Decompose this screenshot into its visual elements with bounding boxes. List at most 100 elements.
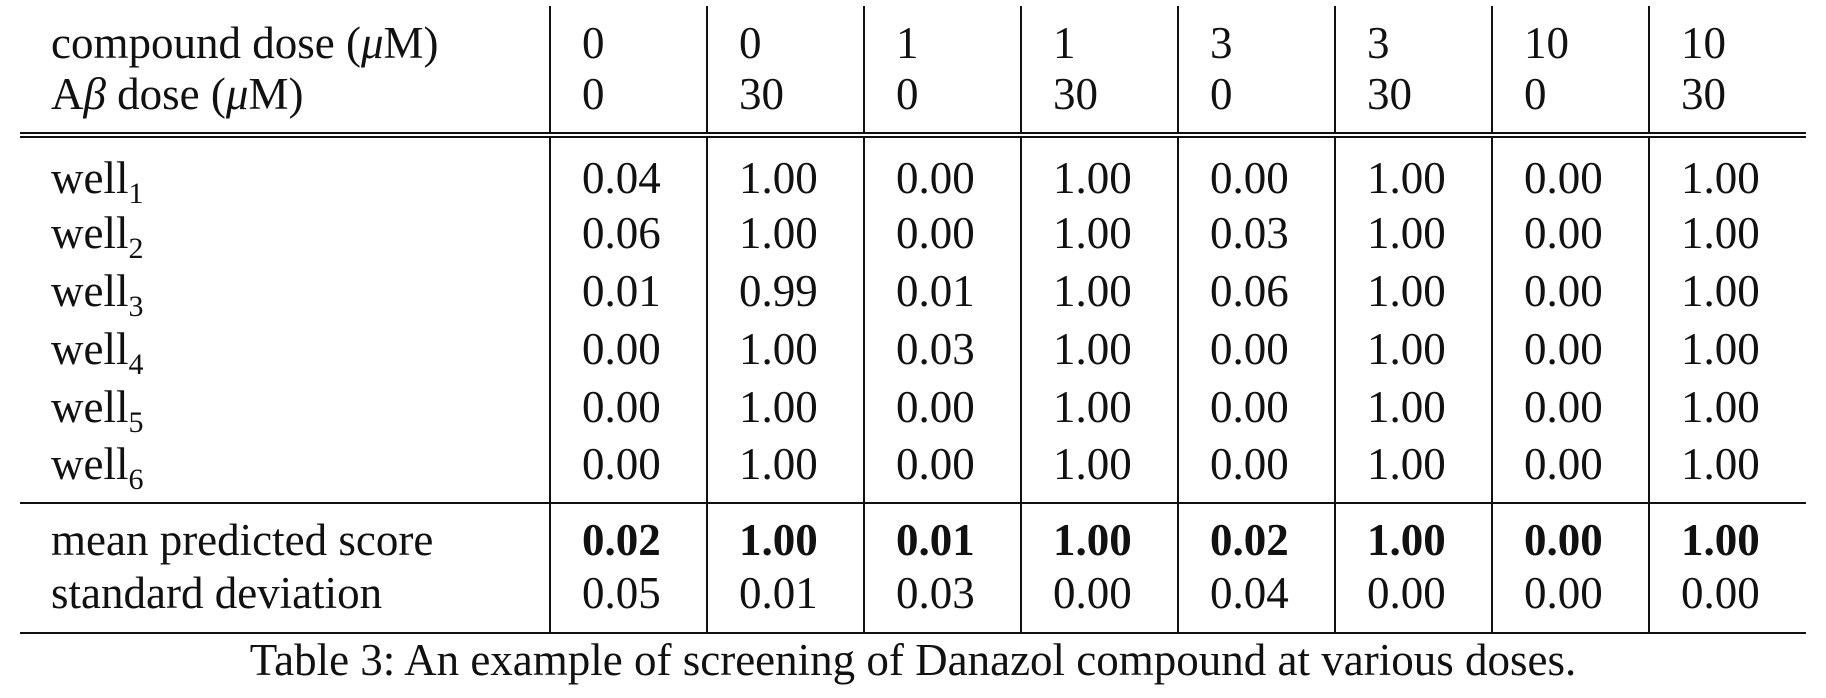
standard-deviation-cell: 0.01 [706, 566, 864, 634]
score-cell: 1.00 [1648, 320, 1806, 378]
score-cell: 0.00 [1177, 320, 1335, 378]
score-cell: 1.00 [1020, 436, 1178, 504]
score-cell: 1.00 [1334, 135, 1492, 204]
score-cell: 0.00 [549, 378, 707, 436]
well-label: well4 [51, 323, 144, 381]
mean-score-cell: 1.00 [1648, 503, 1806, 566]
score-cell: 0.00 [1177, 378, 1335, 436]
compound-dose-cell: 3 [1334, 6, 1492, 68]
score-cell: 1.00 [1020, 262, 1178, 320]
abeta-dose-cell: 0 [863, 68, 1021, 138]
score-cell: 0.99 [706, 262, 864, 320]
score-cell: 1.00 [1334, 204, 1492, 262]
score-cell: 0.00 [863, 135, 1021, 204]
score-cell: 1.00 [706, 436, 864, 504]
score-cell: 1.00 [1648, 378, 1806, 436]
score-cell: 1.00 [706, 320, 864, 378]
header-row-abeta-dose: Aβ dose (μM) 0 30 0 30 0 30 0 30 [20, 68, 1806, 138]
well-label: well6 [20, 436, 550, 504]
score-cell: 1.00 [1334, 436, 1492, 504]
mean-score-cell: 1.00 [706, 503, 864, 566]
well-label: well1 [51, 152, 144, 210]
score-cell: 1.00 [1334, 262, 1492, 320]
score-cell: 0.00 [863, 436, 1021, 504]
score-cell: 0.03 [863, 320, 1021, 378]
mean-score-cell: 1.00 [1334, 503, 1492, 566]
abeta-dose-cell: 0 [549, 68, 707, 138]
abeta-dose-cell: 30 [1334, 68, 1492, 138]
compound-dose-label: compound dose (μM) [51, 17, 439, 68]
score-cell: 0.00 [1177, 135, 1335, 204]
score-cell: 0.01 [549, 262, 707, 320]
mean-score-cell: 0.00 [1491, 503, 1649, 566]
score-cell: 0.00 [863, 378, 1021, 436]
score-cell: 0.04 [549, 135, 707, 204]
score-cell: 0.01 [863, 262, 1021, 320]
abeta-dose-cell: 0 [1491, 68, 1649, 138]
score-cell: 0.06 [1177, 262, 1335, 320]
abeta-dose-cell: 0 [1177, 68, 1335, 138]
score-cell: 0.00 [1491, 204, 1649, 262]
mean-score-cell: 1.00 [1020, 503, 1178, 566]
table-caption: Table 3: An example of screening of Dana… [249, 635, 1577, 685]
score-cell: 1.00 [1648, 204, 1806, 262]
table-figure: compound dose (μM) 0 0 1 1 3 3 10 10 Aβ … [20, 6, 1806, 683]
mean-score-cell: 0.02 [1177, 503, 1335, 566]
score-cell: 0.03 [1177, 204, 1335, 262]
well-label: well2 [51, 207, 144, 265]
standard-deviation-cell: 0.03 [863, 566, 1021, 634]
score-cell: 1.00 [1020, 135, 1178, 204]
compound-dose-cell: 1 [1020, 6, 1178, 68]
score-cell: 0.00 [1491, 320, 1649, 378]
table-row: well1 0.04 1.00 0.00 1.00 0.00 1.00 0.00… [20, 135, 1806, 210]
score-cell: 0.00 [549, 320, 707, 378]
standard-deviation-cell: 0.00 [1020, 566, 1178, 634]
abeta-dose-label: Aβ dose (μM) [20, 68, 550, 138]
score-cell: 1.00 [1334, 320, 1492, 378]
header-row-compound-dose: compound dose (μM) 0 0 1 1 3 3 10 10 [20, 6, 1806, 68]
score-cell: 0.00 [549, 436, 707, 504]
score-cell: 0.00 [863, 204, 1021, 262]
standard-deviation-cell: 0.05 [549, 566, 707, 634]
standard-deviation-cell: 0.00 [1491, 566, 1649, 634]
abeta-dose-cell: 30 [1648, 68, 1806, 138]
table-row: well5 0.00 1.00 0.00 1.00 0.00 1.00 0.00… [20, 378, 1806, 439]
compound-dose-cell: 1 [863, 6, 1021, 68]
compound-dose-cell: 0 [549, 6, 707, 68]
score-cell: 1.00 [1020, 320, 1178, 378]
score-cell: 0.00 [1491, 378, 1649, 436]
score-cell: 0.00 [1491, 135, 1649, 204]
score-cell: 1.00 [1020, 204, 1178, 262]
screening-table: compound dose (μM) 0 0 1 1 3 3 10 10 Aβ … [20, 6, 1806, 634]
abeta-dose-cell: 30 [706, 68, 864, 138]
score-cell: 0.06 [549, 204, 707, 262]
mean-score-cell: 0.01 [863, 503, 1021, 566]
mean-score-cell: 0.02 [549, 503, 707, 566]
score-cell: 1.00 [1020, 378, 1178, 436]
standard-deviation-cell: 0.00 [1648, 566, 1806, 634]
compound-dose-cell: 3 [1177, 6, 1335, 68]
standard-deviation-cell: 0.00 [1334, 566, 1492, 634]
mean-score-row: mean predicted score 0.02 1.00 0.01 1.00… [20, 503, 1806, 566]
table-row: well6 0.00 1.00 0.00 1.00 0.00 1.00 0.00… [20, 436, 1806, 504]
score-cell: 1.00 [1648, 262, 1806, 320]
compound-dose-cell: 0 [706, 6, 864, 68]
well-label: well5 [51, 381, 144, 439]
score-cell: 0.00 [1491, 436, 1649, 504]
table-row: well2 0.06 1.00 0.00 1.00 0.03 1.00 0.00… [20, 204, 1806, 265]
score-cell: 1.00 [706, 378, 864, 436]
score-cell: 0.00 [1177, 436, 1335, 504]
table-row: well4 0.00 1.00 0.03 1.00 0.00 1.00 0.00… [20, 320, 1806, 381]
compound-dose-cell: 10 [1491, 6, 1649, 68]
score-cell: 1.00 [706, 135, 864, 204]
score-cell: 1.00 [1648, 436, 1806, 504]
score-cell: 1.00 [1648, 135, 1806, 204]
compound-dose-cell: 10 [1648, 6, 1806, 68]
mean-score-label: mean predicted score [51, 514, 434, 565]
standard-deviation-label: standard deviation [20, 566, 550, 634]
score-cell: 0.00 [1491, 262, 1649, 320]
standard-deviation-row: standard deviation 0.05 0.01 0.03 0.00 0… [20, 566, 1806, 634]
score-cell: 1.00 [1334, 378, 1492, 436]
abeta-dose-cell: 30 [1020, 68, 1178, 138]
well-label: well3 [51, 265, 144, 323]
